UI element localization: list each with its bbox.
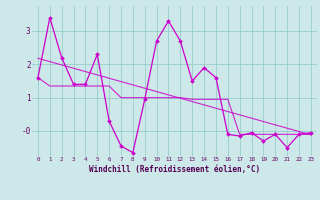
X-axis label: Windchill (Refroidissement éolien,°C): Windchill (Refroidissement éolien,°C) (89, 165, 260, 174)
